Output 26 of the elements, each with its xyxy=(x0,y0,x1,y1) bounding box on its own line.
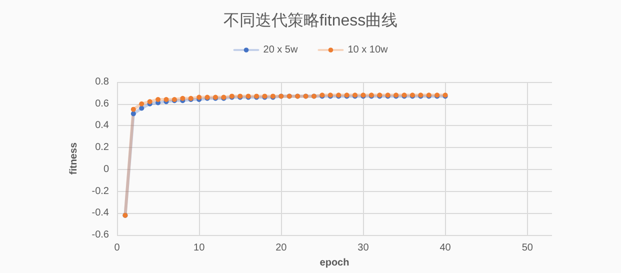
y-tick-label: -0.6 xyxy=(92,230,110,240)
point xyxy=(139,101,144,106)
y-tick-label: 0 xyxy=(103,164,110,175)
point xyxy=(180,96,186,101)
x-tick-label: 50 xyxy=(522,242,534,254)
x-axis-title: epoch xyxy=(320,257,350,268)
y-tick-label: 0.8 xyxy=(95,76,110,88)
legend-label: 10 x 10w xyxy=(348,44,389,56)
x-tick-label: 30 xyxy=(358,242,370,254)
point xyxy=(139,106,144,111)
y-axis-title: fitness xyxy=(68,142,80,175)
y-tick-label: -0.4 xyxy=(92,208,110,219)
y-tick-label: 0.6 xyxy=(95,98,110,110)
y-tick-label: 0.4 xyxy=(95,120,110,132)
x-tick-label: 40 xyxy=(440,242,452,254)
point xyxy=(130,111,136,116)
y-tick-label: -0.2 xyxy=(92,186,110,197)
legend-label: 20 x 5w xyxy=(263,44,298,56)
point xyxy=(164,96,169,102)
point xyxy=(130,106,136,112)
y-tick-label: 0.2 xyxy=(95,142,110,154)
chart-title: 不同迭代策略fitness曲线 xyxy=(223,12,398,30)
point xyxy=(156,96,161,102)
x-tick-label: 0 xyxy=(114,242,120,254)
x-tick-label: 20 xyxy=(276,242,288,254)
x-tick-label: 10 xyxy=(194,242,206,254)
